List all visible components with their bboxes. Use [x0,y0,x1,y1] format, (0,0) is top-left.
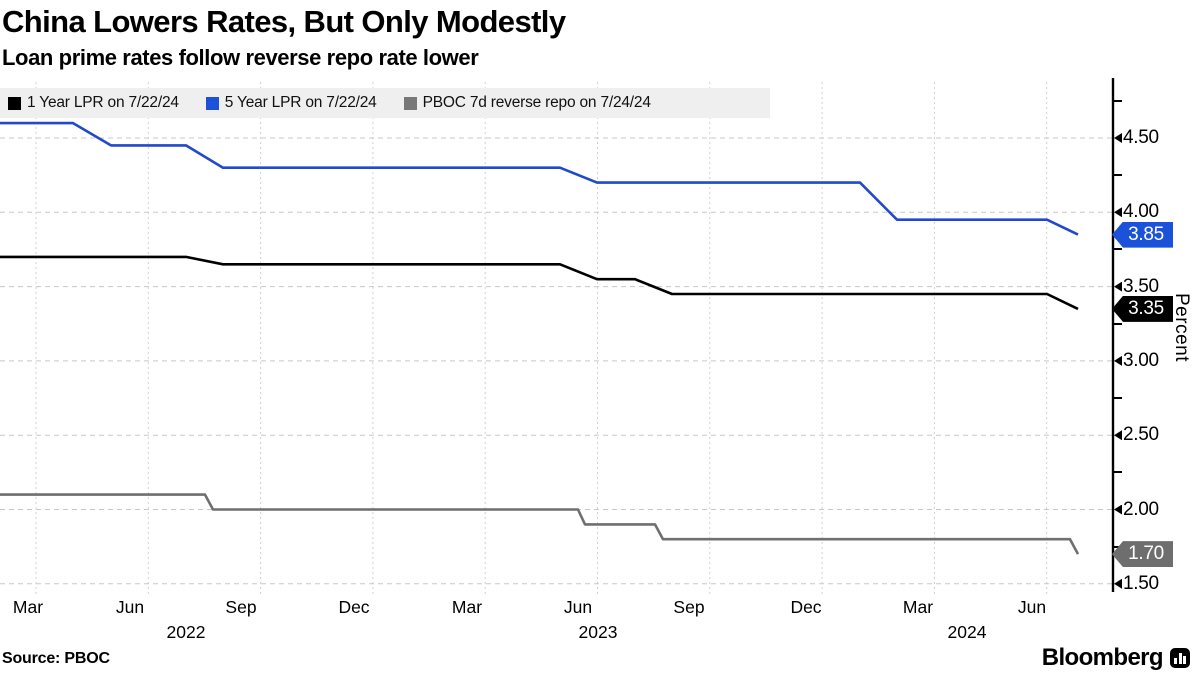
y-axis-title: Percent [1171,293,1192,362]
minor-tick [1114,99,1122,102]
legend-label: 5 Year LPR on 7/22/24 [224,94,377,111]
legend-swatch-icon [403,96,417,110]
x-month-label: Jun [563,597,593,617]
source-note: Source: PBOC [2,650,110,667]
y-tick-label: 2.00 [1123,498,1159,520]
series-line-0 [0,121,1079,236]
y-tick-label: 3.50 [1123,275,1159,297]
x-month-label: Mar [902,597,934,617]
legend-label: 1 Year LPR on 7/22/24 [27,94,179,111]
minor-tick [1114,545,1122,548]
last-value-badge: 1.70 [1112,541,1173,568]
x-month-label: Mar [451,597,483,617]
minor-tick [1114,322,1122,325]
chart-subtitle: Loan prime rates follow reverse repo rat… [2,45,479,70]
legend-swatch-icon [205,96,219,110]
series-line-2 [0,493,1080,555]
bloomberg-wordmark: Bloomberg [1041,644,1164,671]
major-tick-arrow-icon [1114,578,1122,589]
minor-tick [1114,471,1122,474]
minor-tick [1114,248,1122,251]
major-tick-arrow-icon [1114,133,1122,143]
x-month-label: Jun [1017,597,1047,617]
y-tick-label: 1.50 [1123,572,1159,594]
last-value-badge: 3.85 [1112,221,1173,248]
x-year-label: 2024 [947,622,987,642]
bloomberg-chart-bubble-icon [1170,648,1190,668]
legend: 1 Year LPR on 7/22/24 5 Year LPR on 7/22/… [0,88,770,118]
legend-item: PBOC 7d reverse repo on 7/24/24 [403,94,651,112]
x-month-label: Dec [338,597,370,617]
legend-item: 1 Year LPR on 7/22/24 [8,94,179,112]
x-year-label: 2023 [578,622,618,642]
major-tick-arrow-icon [1114,281,1122,292]
major-tick-arrow-icon [1114,355,1122,366]
y-tick-label: 3.00 [1123,349,1159,371]
x-month-label: Dec [790,597,822,617]
bloomberg-logo: Bloomberg [1042,644,1190,672]
y-tick-label: 4.50 [1123,127,1159,148]
minor-tick [1114,397,1122,400]
y-tick-label: 4.00 [1123,201,1159,223]
major-tick-arrow-icon [1114,504,1122,515]
chart-title: China Lowers Rates, But Only Modestly [2,4,566,39]
x-month-label: Jun [115,597,145,617]
y-tick-label: 2.50 [1123,424,1159,446]
series-line-1 [0,255,1079,311]
minor-tick [1114,174,1122,177]
legend-swatch-icon [8,96,21,110]
last-value-badge: 3.35 [1112,295,1173,322]
major-tick-arrow-icon [1114,207,1122,218]
legend-item: 5 Year LPR on 7/22/24 [205,94,377,112]
x-month-label: Mar [12,597,44,617]
major-tick-arrow-icon [1114,430,1122,441]
x-month-label: Sep [673,597,705,617]
legend-label: PBOC 7d reverse repo on 7/24/24 [422,94,651,111]
x-month-label: Sep [225,597,257,617]
x-year-label: 2022 [166,622,206,642]
